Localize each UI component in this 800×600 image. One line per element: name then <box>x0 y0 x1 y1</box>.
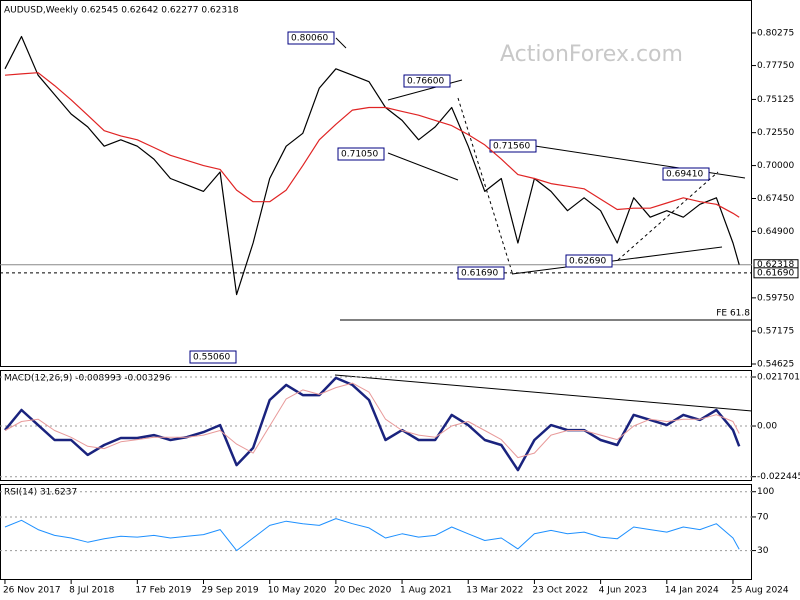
macd-trend-line <box>334 374 753 412</box>
annotation: 0.62690 <box>569 257 606 267</box>
series-line <box>4 382 740 459</box>
annotation-box <box>189 350 237 364</box>
annotation-box <box>403 74 451 88</box>
series-line <box>4 72 740 218</box>
trend-line <box>387 152 459 181</box>
series-line <box>4 376 741 472</box>
y-tick-label: 0.70000 <box>757 161 794 171</box>
level-label: 0.61690 <box>757 268 794 278</box>
y-tick-label: 70 <box>757 512 769 522</box>
x-tick-label: 13 Mar 2022 <box>466 586 523 596</box>
annotation-box <box>457 266 505 280</box>
annotation-box <box>662 167 710 181</box>
x-tick-label: 8 Jul 2018 <box>69 586 114 596</box>
y-tick-label: 0.00 <box>757 422 777 432</box>
x-tick-label: 25 Aug 2024 <box>731 586 789 596</box>
trend-line <box>617 171 719 261</box>
level-label: 0.62318 <box>757 260 794 270</box>
y-tick-label: 0.021701 <box>757 372 800 382</box>
annotation: 0.80060 <box>291 34 328 44</box>
annotation: 0.61690 <box>461 269 498 279</box>
annotation: 0.55060 <box>193 353 230 363</box>
annotation: 0.69410 <box>666 170 703 180</box>
x-tick-label: 29 Sep 2019 <box>202 586 259 596</box>
price-title: AUDUSD,Weekly 0.62545 0.62642 0.62277 0.… <box>4 6 239 16</box>
y-tick-label: 100 <box>757 487 774 497</box>
series-line <box>4 518 740 552</box>
annotation-box <box>287 31 335 45</box>
level-label: FE 61.8 <box>716 309 750 319</box>
y-tick-label: 0.59750 <box>757 293 794 303</box>
y-tick-label: 0.57175 <box>757 327 794 337</box>
macd-panel <box>0 370 752 481</box>
trend-line <box>534 145 746 179</box>
rsi-panel <box>0 484 752 580</box>
x-tick-label: 14 Jan 2024 <box>665 586 719 596</box>
y-tick-label: 0.77750 <box>757 61 794 71</box>
x-tick-label: 10 May 2020 <box>268 586 327 596</box>
y-tick-label: 30 <box>757 546 769 556</box>
series-line <box>4 35 740 296</box>
x-tick-label: 17 Feb 2019 <box>135 586 191 596</box>
rsi-title: RSI(14) 31.6237 <box>4 488 77 498</box>
y-tick-label: 0.67450 <box>757 194 794 204</box>
annotation-box <box>489 139 537 153</box>
price-panel <box>0 0 752 367</box>
y-tick-label: -0.022445 <box>757 472 800 482</box>
annotation-box <box>565 254 613 268</box>
y-tick-label: 0.54625 <box>757 359 794 369</box>
watermark: ActionForex.com <box>500 42 683 67</box>
annotation: 0.71560 <box>493 142 530 152</box>
trend-line <box>511 246 723 275</box>
trend-lines <box>334 37 753 412</box>
x-tick-label: 23 Oct 2022 <box>532 586 588 596</box>
x-tick-label: 4 Jun 2023 <box>599 586 647 596</box>
annotation: 0.71050 <box>341 150 378 160</box>
y-tick-label: 0.72550 <box>757 128 794 138</box>
trend-line <box>457 97 513 273</box>
annotation: 0.76600 <box>407 77 444 87</box>
y-tick-label: 0.64900 <box>757 227 794 237</box>
x-tick-label: 1 Aug 2021 <box>400 586 452 596</box>
x-tick-label: 20 Dec 2020 <box>334 586 392 596</box>
x-tick-label: 26 Nov 2017 <box>3 586 61 596</box>
level-label-box <box>753 267 799 279</box>
trend-line <box>335 37 347 49</box>
y-tick-label: 0.75125 <box>757 95 794 105</box>
y-tick-label: 0.80275 <box>757 28 794 38</box>
annotation-box <box>337 147 385 161</box>
macd-title: MACD(12,26,9) -0.008993 -0.003296 <box>4 374 171 384</box>
